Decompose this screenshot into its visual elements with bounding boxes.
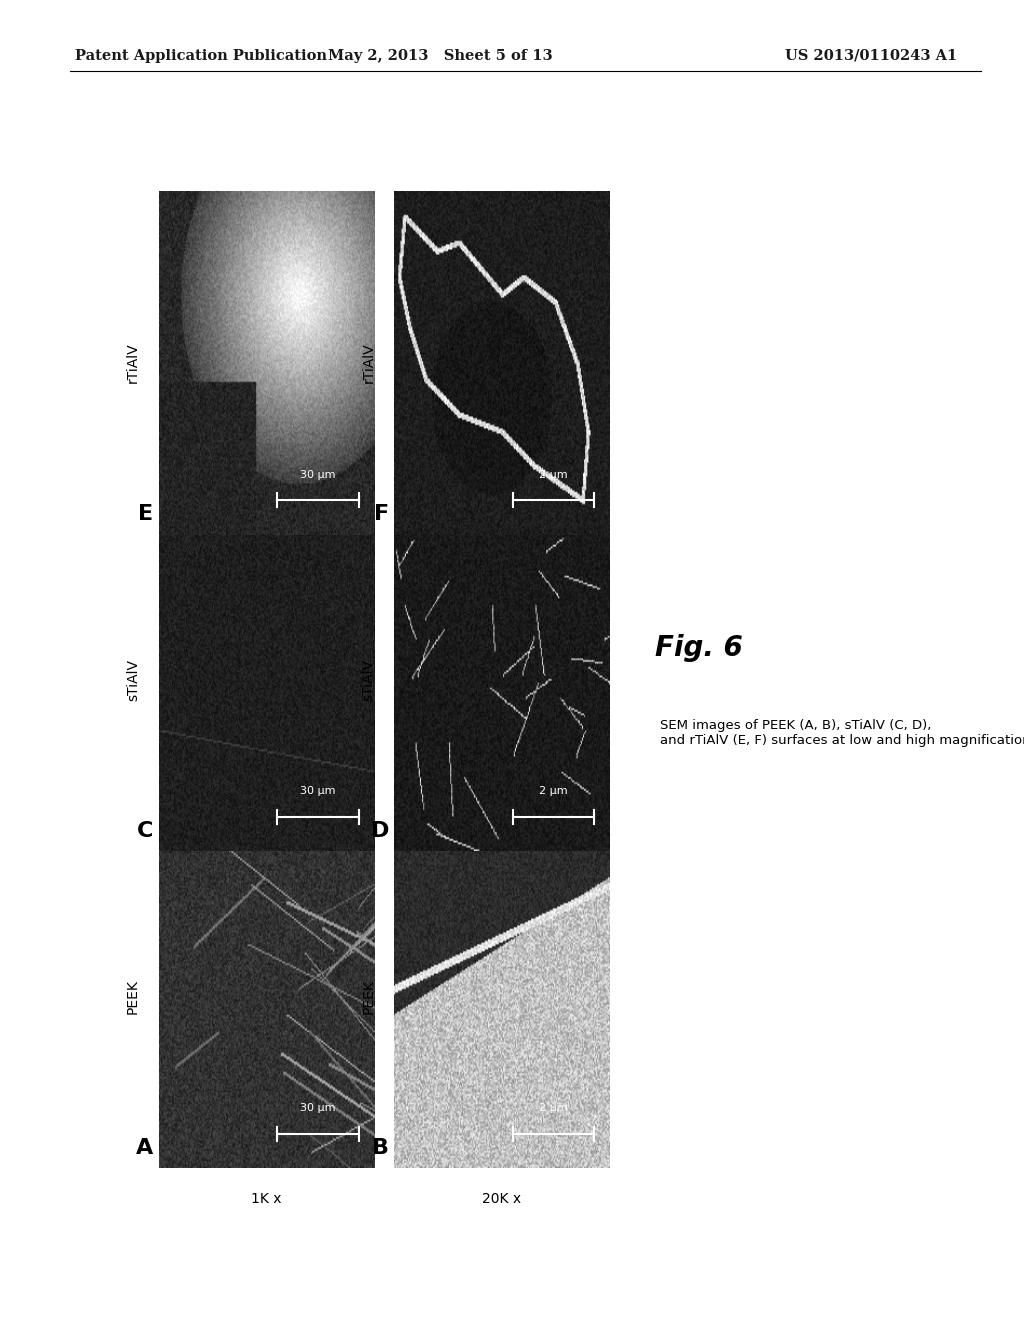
Text: 2 μm: 2 μm (539, 1104, 567, 1113)
Text: B: B (372, 1138, 389, 1158)
Text: May 2, 2013   Sheet 5 of 13: May 2, 2013 Sheet 5 of 13 (328, 49, 553, 63)
Text: SEM images of PEEK (A, B), sTiAlV (C, D),
and rTiAlV (E, F) surfaces at low and : SEM images of PEEK (A, B), sTiAlV (C, D)… (660, 719, 1024, 747)
Text: US 2013/0110243 A1: US 2013/0110243 A1 (785, 49, 957, 63)
Text: 30 μm: 30 μm (300, 470, 336, 479)
Text: A: A (136, 1138, 154, 1158)
Text: PEEK: PEEK (361, 979, 376, 1014)
Text: 2 μm: 2 μm (539, 787, 567, 796)
Text: sTiAlV: sTiAlV (361, 659, 376, 701)
Text: rTiAlV: rTiAlV (126, 343, 140, 383)
Text: C: C (137, 821, 154, 841)
Text: 20K x: 20K x (482, 1192, 521, 1206)
Text: 30 μm: 30 μm (300, 787, 336, 796)
Text: sTiAlV: sTiAlV (126, 659, 140, 701)
Text: E: E (138, 504, 154, 524)
Text: rTiAlV: rTiAlV (361, 343, 376, 383)
Text: 1K x: 1K x (251, 1192, 282, 1206)
Text: 30 μm: 30 μm (300, 1104, 336, 1113)
Text: PEEK: PEEK (126, 979, 140, 1014)
Text: 2 μm: 2 μm (539, 470, 567, 479)
Text: Fig. 6: Fig. 6 (655, 634, 743, 661)
Text: Patent Application Publication: Patent Application Publication (75, 49, 327, 63)
Text: F: F (374, 504, 389, 524)
Text: D: D (371, 821, 389, 841)
